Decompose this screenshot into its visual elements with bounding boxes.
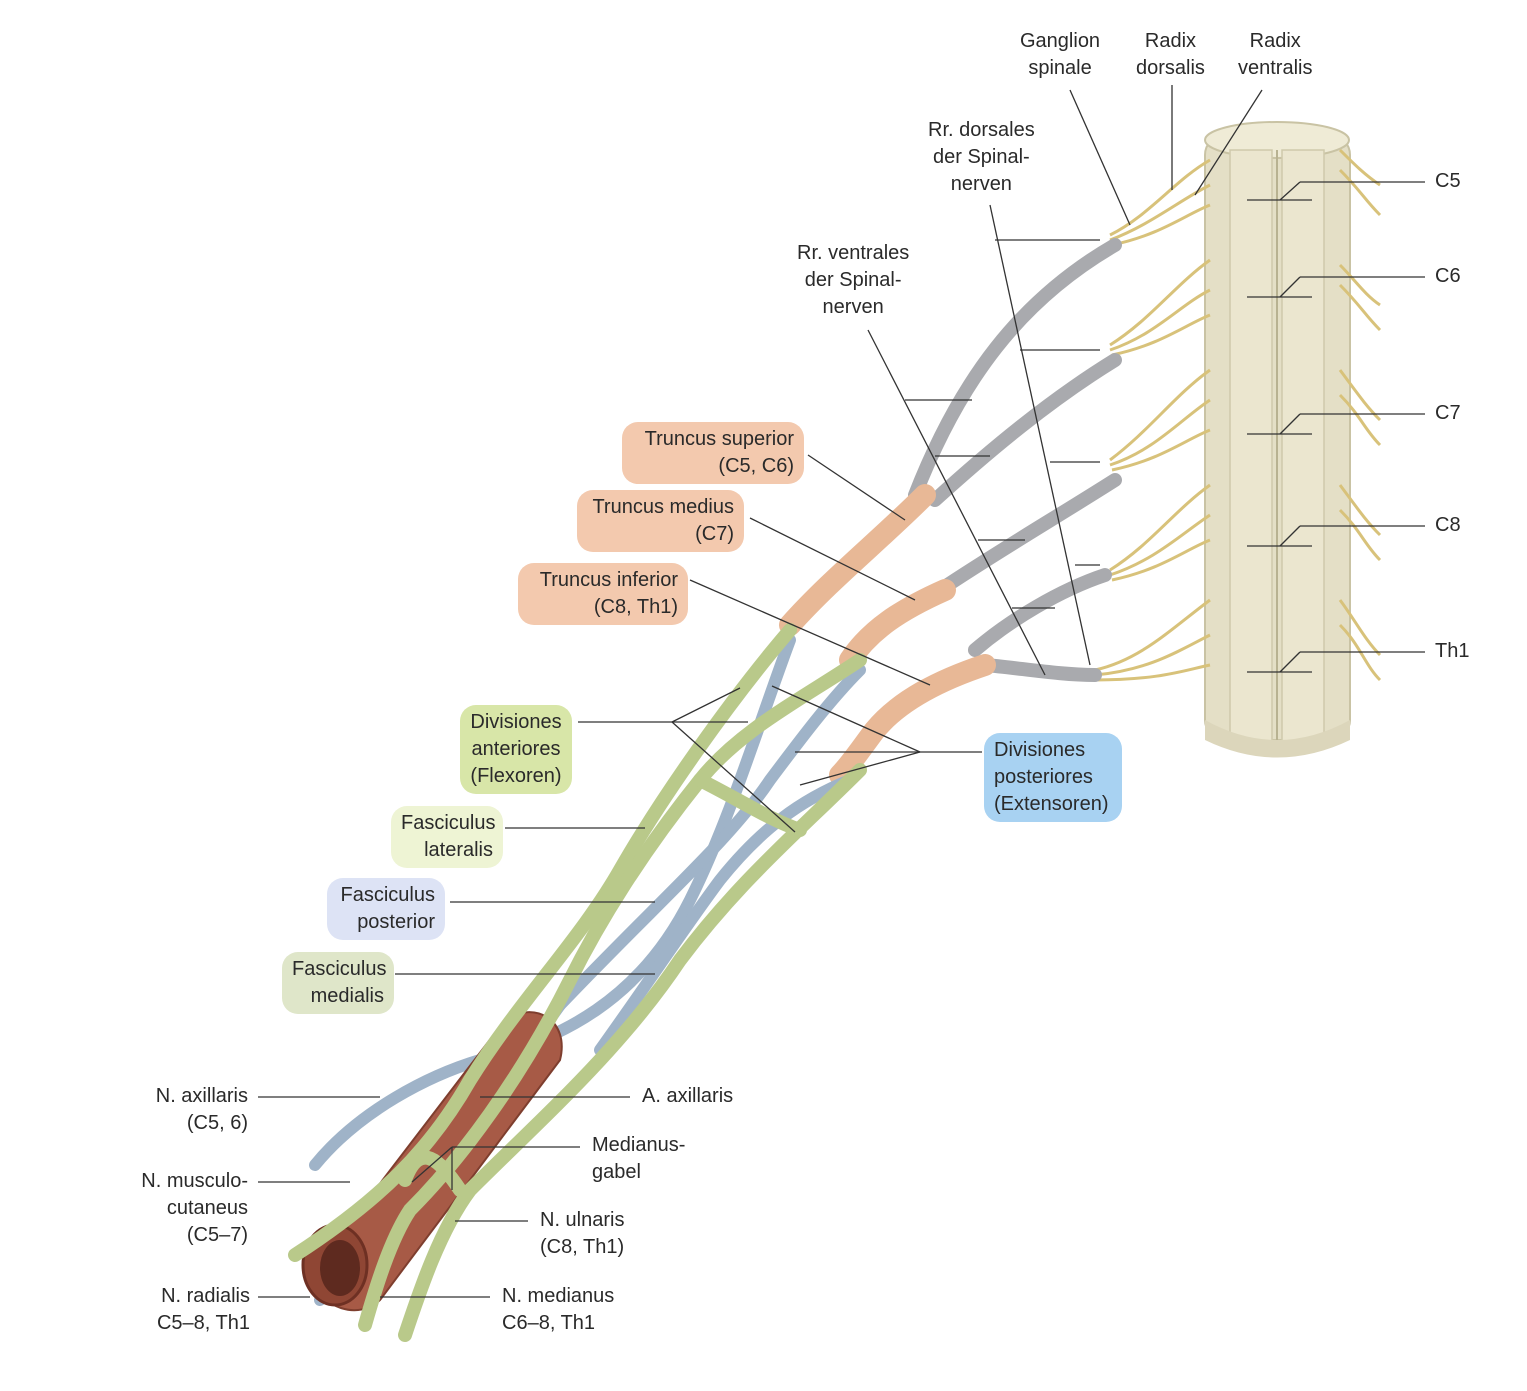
box-truncus-medius: Truncus medius (C7): [577, 490, 744, 552]
label-a-axillaris: A. axillaris: [642, 1085, 734, 1107]
label-n-axillaris: N. axillaris (C5, 6): [155, 1085, 248, 1134]
box-divisiones-posteriores: Divisiones posteriores (Extensoren): [984, 733, 1122, 822]
label-segment-c8: C8: [1435, 514, 1461, 536]
leader-lines: [258, 85, 1425, 1298]
trunci: [779, 484, 996, 786]
label-rr-dorsales: Rr. dorsales der Spinal-nerven: [928, 119, 1035, 195]
label-n-medianus: N. medianus C6–8, Th1: [502, 1285, 615, 1334]
nerve-roots: [1094, 148, 1382, 682]
label-n-ulnaris: N. ulnaris (C8, Th1): [540, 1209, 625, 1258]
label-n-radialis: N. radialis C5–8, Th1: [156, 1285, 250, 1334]
box-truncus-inferior: Truncus inferior (C8, Th1): [518, 563, 688, 625]
label-n-musculocutaneus: N. musculo-cutaneus (C5–7): [141, 1170, 248, 1246]
spinal-cord: [1204, 121, 1351, 758]
ventral-rami: [908, 238, 1122, 682]
box-fasciculus-medialis: Fasciculus medialis: [282, 952, 394, 1014]
label-radix-dorsalis: Radix dorsalis: [1136, 30, 1205, 79]
box-divisiones-anteriores: Divisiones anteriores (Flexoren): [460, 705, 572, 794]
box-fasciculus-lateralis: Fasciculus lateralis: [391, 806, 503, 868]
label-rr-ventrales: Rr. ventrales der Spinal-nerven: [797, 242, 910, 318]
label-ganglion-spinale: Ganglion spinale: [1020, 30, 1101, 79]
box-truncus-superior: Truncus superior (C5, C6): [622, 422, 804, 484]
label-segment-c7: C7: [1435, 402, 1461, 424]
label-segment-c6: C6: [1435, 265, 1461, 287]
anterior-divisions: [288, 623, 867, 1342]
label-segment-c5: C5: [1435, 170, 1461, 192]
box-fasciculus-posterior: Fasciculus posterior: [327, 878, 445, 940]
label-radix-ventralis: Radix ventralis: [1238, 30, 1313, 79]
label-medianusgabel: Medianus-gabel: [592, 1134, 686, 1183]
label-segment-th1: Th1: [1435, 640, 1470, 662]
